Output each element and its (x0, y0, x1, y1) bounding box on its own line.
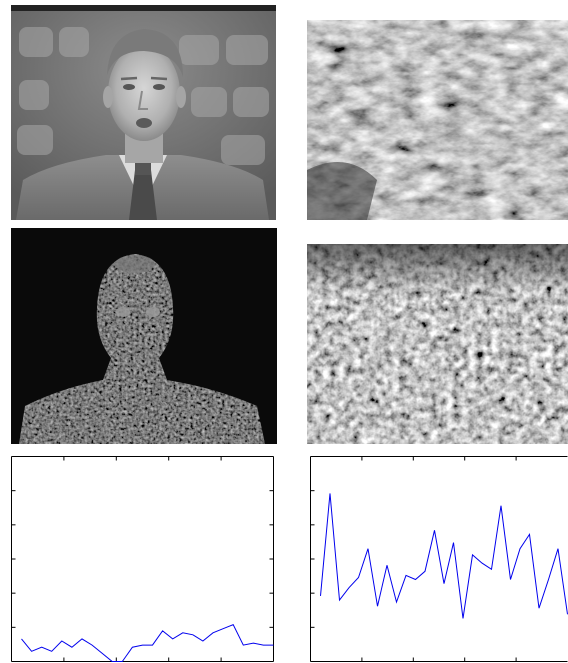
series-line (320, 493, 568, 619)
water-frame-image (307, 20, 568, 220)
left-line-chart (11, 456, 274, 662)
right-line-chart (310, 456, 568, 662)
water-residual-image (307, 244, 568, 444)
left-line-chart-svg (11, 456, 274, 662)
anchor-residual-image (11, 228, 277, 444)
right-line-chart-svg (310, 456, 568, 662)
series-line (21, 623, 274, 662)
anchor-frame-image (11, 5, 276, 220)
